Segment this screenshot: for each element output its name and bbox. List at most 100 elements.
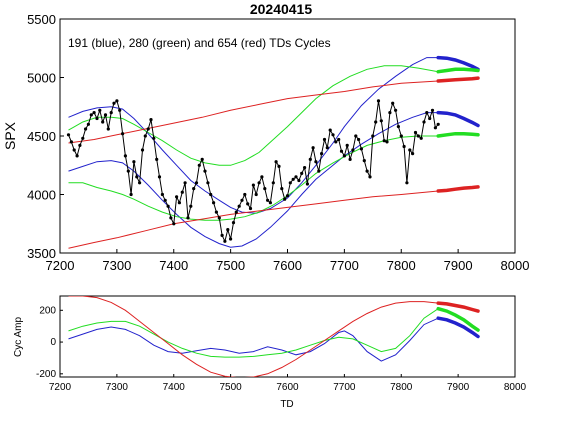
price-point xyxy=(268,201,272,205)
bottom-x-axis-label: TD xyxy=(280,399,293,410)
price-point xyxy=(277,164,281,168)
price-point xyxy=(351,148,355,152)
price-point xyxy=(413,130,418,135)
price-point xyxy=(175,195,179,199)
price-point xyxy=(251,183,255,187)
price-point xyxy=(217,216,221,220)
price-cycles-chart: 191 (blue), 280 (green) and 654 (red) TD… xyxy=(2,12,529,273)
price-point xyxy=(98,108,102,112)
price-point xyxy=(314,160,318,164)
price-point xyxy=(430,108,435,112)
price-point xyxy=(334,140,338,144)
top-projection-line xyxy=(436,76,480,83)
price-point xyxy=(69,140,73,144)
price-point xyxy=(342,154,346,158)
price-point xyxy=(118,108,122,112)
price-point xyxy=(101,120,105,124)
price-point xyxy=(106,127,110,131)
price-point xyxy=(325,146,329,150)
price-point xyxy=(231,221,236,225)
top-x-tick-labels: 7200 7300 7400 7500 7600 7700 7800 7900 8000 xyxy=(46,249,529,273)
top-x-tick-label: 7600 xyxy=(273,258,302,273)
top-y-tick-label: 3500 xyxy=(27,246,56,261)
top-projection-line xyxy=(436,67,480,74)
price-point xyxy=(237,204,241,208)
price-point xyxy=(75,154,79,158)
price-point xyxy=(129,192,133,197)
price-point xyxy=(248,206,253,211)
price-point xyxy=(246,202,250,206)
price-point xyxy=(214,210,218,214)
bottom-series-line xyxy=(68,317,439,362)
price-point xyxy=(192,187,196,191)
price-point xyxy=(169,216,173,220)
price-point xyxy=(132,160,136,164)
top-y-tick-label: 5000 xyxy=(27,71,56,86)
bottom-projection-line xyxy=(436,316,480,339)
price-point xyxy=(186,216,190,220)
price-point xyxy=(240,198,244,202)
price-point xyxy=(385,140,389,144)
price-point xyxy=(84,127,88,131)
price-point xyxy=(300,171,304,175)
price-point xyxy=(354,134,358,138)
price-point xyxy=(152,136,156,140)
price-point xyxy=(223,239,227,243)
price-point xyxy=(285,194,290,198)
price-point xyxy=(405,181,409,185)
price-point xyxy=(266,198,270,202)
top-y-tick-labels: 3500 4000 4500 5000 5500 xyxy=(27,12,64,261)
price-point xyxy=(402,144,406,149)
top-x-tick-label: 7700 xyxy=(330,258,359,273)
top-x-tick-label: 7900 xyxy=(444,258,473,273)
top-series-line xyxy=(68,65,439,166)
price-point xyxy=(311,146,315,150)
price-point xyxy=(86,122,90,126)
price-point xyxy=(146,127,150,131)
price-point xyxy=(357,137,361,142)
price-point xyxy=(140,148,145,152)
price-point xyxy=(189,204,193,208)
top-x-tick-label: 7400 xyxy=(159,258,188,273)
top-series-line xyxy=(68,190,439,249)
price-point xyxy=(291,177,295,181)
price-point xyxy=(374,120,378,124)
price-point xyxy=(274,160,278,164)
bottom-x-tick-label: 7600 xyxy=(276,382,299,393)
price-point xyxy=(263,187,267,191)
price-point xyxy=(365,169,369,173)
price-point xyxy=(379,119,383,123)
top-series-line xyxy=(68,135,439,221)
bottom-x-tick-label: 7800 xyxy=(390,382,413,393)
price-point xyxy=(234,210,238,214)
bottom-projection-line xyxy=(436,306,480,332)
price-point xyxy=(203,169,207,173)
price-point xyxy=(89,113,93,117)
top-x-tick-label: 7300 xyxy=(102,258,131,273)
price-point xyxy=(66,133,71,137)
price-point xyxy=(95,116,99,121)
price-point xyxy=(288,181,292,185)
top-y-tick-label: 4000 xyxy=(27,188,56,203)
price-point xyxy=(143,134,147,138)
price-point xyxy=(408,148,412,152)
top-projection-line xyxy=(436,185,480,193)
top-x-tick-label: 7200 xyxy=(46,258,75,273)
price-point xyxy=(229,237,233,241)
price-point xyxy=(112,101,116,105)
price-point xyxy=(322,137,327,142)
price-point xyxy=(339,149,344,153)
price-point xyxy=(328,128,332,132)
price-point xyxy=(376,99,381,103)
cycle-amplitude-chart: -200 0 200 7200 7300 7400 7500 7600 7700 7800 790… xyxy=(13,295,527,410)
price-point xyxy=(337,137,341,142)
bottom-y-tick-labels: -200 0 200 xyxy=(36,305,63,380)
price-point xyxy=(220,233,224,237)
bottom-x-tick-labels: 7200 7300 7400 7500 7600 7700 7800 7900 8000 xyxy=(49,374,527,393)
price-point xyxy=(271,181,275,185)
price-point xyxy=(305,182,309,186)
price-point xyxy=(209,192,213,197)
price-point xyxy=(391,101,395,105)
top-y-tick-label: 4500 xyxy=(27,129,56,144)
